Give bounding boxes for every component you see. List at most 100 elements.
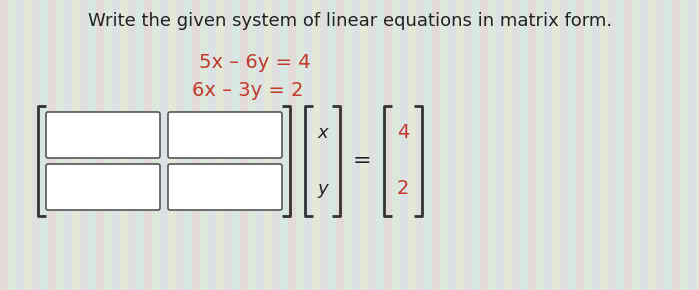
Bar bbox=[0, 0, 8, 290]
Bar bbox=[456, 0, 464, 290]
Text: Write the given system of linear equations in matrix form.: Write the given system of linear equatio… bbox=[88, 12, 612, 30]
Bar bbox=[408, 0, 416, 290]
Bar bbox=[184, 0, 192, 290]
Bar bbox=[216, 0, 224, 290]
Bar bbox=[8, 0, 16, 290]
Text: 6x – 3y = 2: 6x – 3y = 2 bbox=[192, 81, 304, 99]
FancyBboxPatch shape bbox=[46, 164, 160, 210]
Bar bbox=[112, 0, 120, 290]
Bar bbox=[472, 0, 480, 290]
Bar bbox=[464, 0, 472, 290]
Bar bbox=[152, 0, 160, 290]
Bar bbox=[424, 0, 432, 290]
Bar bbox=[328, 0, 336, 290]
Bar bbox=[552, 0, 560, 290]
Bar bbox=[136, 0, 144, 290]
Bar bbox=[120, 0, 128, 290]
Bar bbox=[352, 0, 360, 290]
Bar bbox=[200, 0, 208, 290]
Bar bbox=[488, 0, 496, 290]
Text: 5x – 6y = 4: 5x – 6y = 4 bbox=[199, 52, 311, 72]
Bar bbox=[304, 0, 312, 290]
Bar bbox=[480, 0, 488, 290]
Bar bbox=[504, 0, 512, 290]
Bar bbox=[576, 0, 584, 290]
Bar bbox=[440, 0, 448, 290]
FancyBboxPatch shape bbox=[168, 112, 282, 158]
Bar bbox=[496, 0, 504, 290]
Text: =: = bbox=[353, 151, 371, 171]
Bar bbox=[384, 0, 392, 290]
Bar bbox=[680, 0, 688, 290]
Text: 2: 2 bbox=[397, 180, 409, 198]
Bar bbox=[392, 0, 400, 290]
Bar bbox=[48, 0, 56, 290]
Bar bbox=[600, 0, 608, 290]
Bar bbox=[56, 0, 64, 290]
Bar bbox=[560, 0, 568, 290]
Bar bbox=[72, 0, 80, 290]
Bar bbox=[616, 0, 624, 290]
Text: y: y bbox=[317, 180, 328, 198]
Bar bbox=[632, 0, 640, 290]
Bar bbox=[104, 0, 112, 290]
Bar bbox=[208, 0, 216, 290]
Bar bbox=[400, 0, 408, 290]
Bar bbox=[664, 0, 672, 290]
Bar bbox=[128, 0, 136, 290]
Bar bbox=[320, 0, 328, 290]
Bar bbox=[648, 0, 656, 290]
Bar bbox=[512, 0, 520, 290]
Bar bbox=[88, 0, 96, 290]
Bar bbox=[288, 0, 296, 290]
Bar bbox=[176, 0, 184, 290]
Bar bbox=[656, 0, 664, 290]
Bar bbox=[592, 0, 600, 290]
Bar bbox=[568, 0, 576, 290]
Bar bbox=[192, 0, 200, 290]
Text: 4: 4 bbox=[397, 124, 409, 142]
Bar bbox=[536, 0, 544, 290]
Bar bbox=[16, 0, 24, 290]
Bar bbox=[448, 0, 456, 290]
Bar bbox=[280, 0, 288, 290]
Text: x: x bbox=[317, 124, 328, 142]
Bar bbox=[608, 0, 616, 290]
Bar bbox=[64, 0, 72, 290]
Bar bbox=[144, 0, 152, 290]
Bar bbox=[344, 0, 352, 290]
Bar bbox=[312, 0, 320, 290]
Bar bbox=[272, 0, 280, 290]
Bar bbox=[360, 0, 368, 290]
Bar bbox=[96, 0, 104, 290]
Bar bbox=[224, 0, 232, 290]
Bar bbox=[584, 0, 592, 290]
Bar bbox=[528, 0, 536, 290]
Bar bbox=[240, 0, 248, 290]
Bar bbox=[168, 0, 176, 290]
Bar bbox=[688, 0, 696, 290]
Bar bbox=[520, 0, 528, 290]
Bar bbox=[264, 0, 272, 290]
Bar bbox=[24, 0, 32, 290]
Bar bbox=[368, 0, 376, 290]
Bar bbox=[40, 0, 48, 290]
Bar bbox=[232, 0, 240, 290]
FancyBboxPatch shape bbox=[168, 164, 282, 210]
Bar bbox=[544, 0, 552, 290]
Bar bbox=[256, 0, 264, 290]
Bar bbox=[672, 0, 680, 290]
FancyBboxPatch shape bbox=[46, 112, 160, 158]
Bar bbox=[336, 0, 344, 290]
Bar bbox=[640, 0, 648, 290]
Bar bbox=[376, 0, 384, 290]
Bar bbox=[248, 0, 256, 290]
Bar bbox=[432, 0, 440, 290]
Bar bbox=[696, 0, 699, 290]
Bar bbox=[32, 0, 40, 290]
Bar bbox=[416, 0, 424, 290]
Bar bbox=[160, 0, 168, 290]
Bar bbox=[296, 0, 304, 290]
Bar bbox=[80, 0, 88, 290]
Bar bbox=[624, 0, 632, 290]
